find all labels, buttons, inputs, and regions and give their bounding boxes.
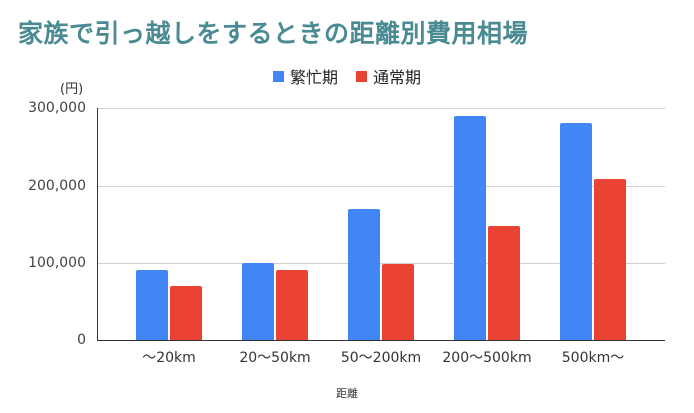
bar-normal-0[interactable] [170,285,202,340]
bar-normal-4[interactable] [594,179,626,340]
x-tick-3: 200〜500km [442,350,532,366]
legend-label-normal: 通常期 [373,68,422,87]
bar-busy-2[interactable] [348,208,380,340]
y-tick-0: 0 [77,332,86,348]
x-axis-label: 距離 [336,387,358,400]
gridline-300000 [97,108,665,109]
legend-swatch-busy [272,70,284,82]
x-tick-0: 〜20km [142,350,196,366]
y-axis-unit: (円) [60,82,84,97]
legend: 繁忙期 通常期 [0,64,694,88]
gridline-100000 [97,263,665,264]
bar-normal-3[interactable] [488,225,520,340]
y-tick-100000: 100,000 [28,255,86,271]
y-tick-200000: 200,000 [28,178,86,194]
bar-normal-2[interactable] [382,264,414,340]
bar-busy-3[interactable] [454,115,486,340]
legend-swatch-normal [356,70,367,82]
gridline-200000 [97,186,665,187]
x-tick-2: 50〜200km [340,350,422,366]
bar-normal-1[interactable] [276,270,308,340]
legend-item-busy[interactable]: 繁忙期 [272,64,338,88]
x-axis-line [97,340,665,341]
bar-busy-0[interactable] [136,270,168,340]
legend-item-normal[interactable]: 通常期 [356,64,421,88]
bar-busy-4[interactable] [560,123,592,340]
x-tick-4: 500km〜 [561,350,625,366]
y-tick-300000: 300,000 [28,100,86,116]
x-tick-1: 20〜50km [239,350,311,366]
bar-busy-1[interactable] [242,262,274,340]
legend-label-busy: 繁忙期 [289,68,338,87]
chart-title: 家族で引っ越しをするときの距離別費用相場 [18,19,529,48]
y-axis-line [97,108,98,341]
